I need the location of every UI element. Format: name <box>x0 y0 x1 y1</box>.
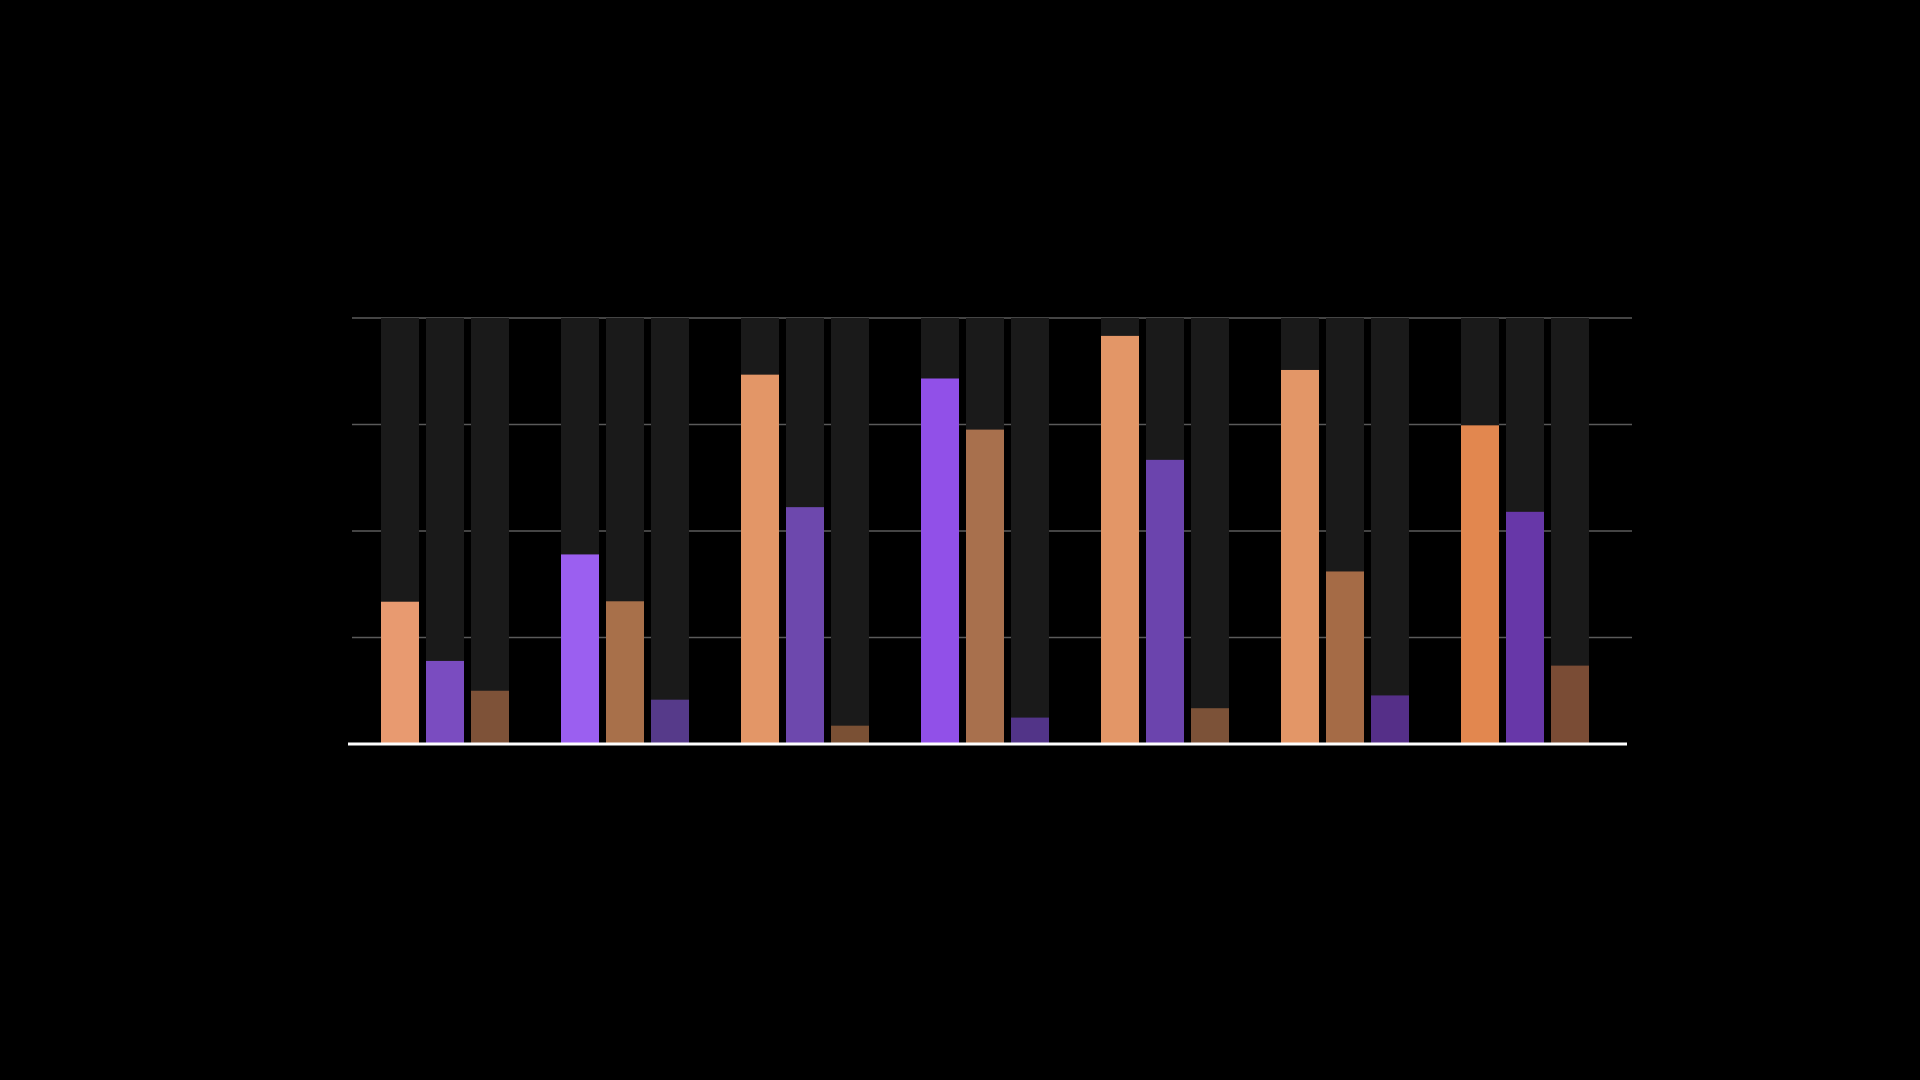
bar-group-3-series-2 <box>786 507 824 744</box>
bar-group-1-series-1 <box>381 601 419 744</box>
bar-group-6-series-2 <box>1326 571 1364 744</box>
bar-group-6-series-3 <box>1371 695 1409 744</box>
bar-track <box>1011 318 1049 744</box>
bar-track <box>651 318 689 744</box>
bar-group-1-series-3 <box>471 690 509 744</box>
bar-group-5-series-2 <box>1146 459 1184 744</box>
bar-group-6-series-1 <box>1281 369 1319 744</box>
bar-group-7-series-1 <box>1461 425 1499 744</box>
bar-group-5-series-3 <box>1191 708 1229 744</box>
bar-group-7-series-2 <box>1506 511 1544 744</box>
bar-track <box>471 318 509 744</box>
bar-group-2-series-3 <box>651 699 689 744</box>
bar-track <box>831 318 869 744</box>
bar-track <box>1371 318 1409 744</box>
bar-group-3-series-1 <box>741 374 779 744</box>
bar-group-4-series-1 <box>921 378 959 744</box>
bar-group-2-series-1 <box>561 554 599 744</box>
bar-group-4-series-2 <box>966 429 1004 744</box>
bar-group-4-series-3 <box>1011 717 1049 744</box>
bar-group-2-series-2 <box>606 601 644 744</box>
bar-group-7-series-3 <box>1551 665 1589 744</box>
bars <box>381 335 1589 744</box>
bar-group-1-series-2 <box>426 660 464 744</box>
bar-group-5-series-1 <box>1101 335 1139 744</box>
bar-track <box>1191 318 1229 744</box>
bar-group-3-series-3 <box>831 725 869 744</box>
